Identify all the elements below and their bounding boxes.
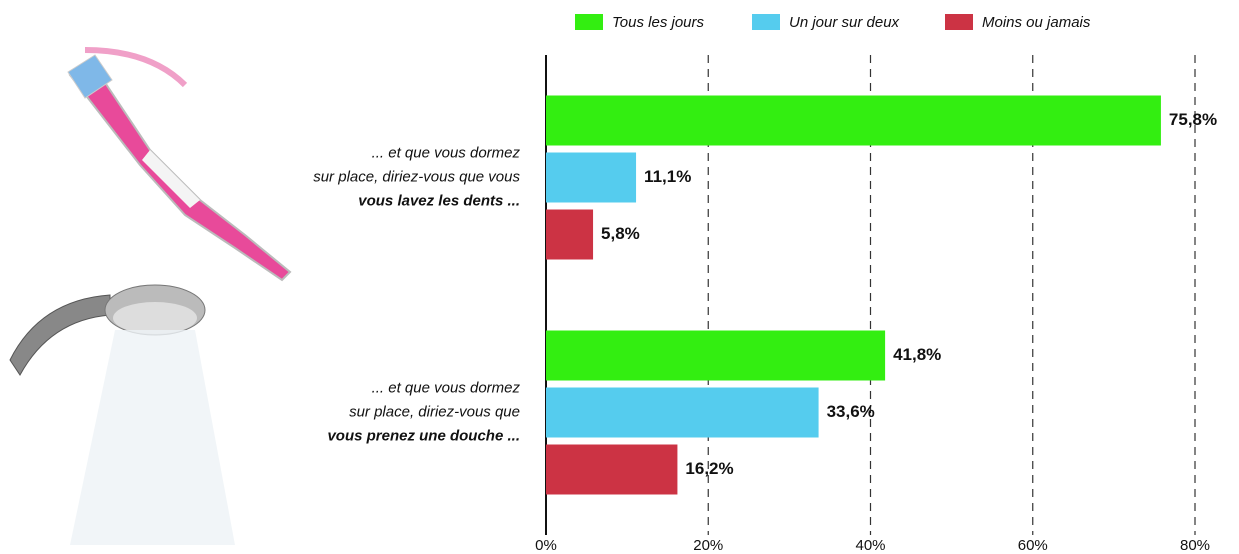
x-tick-label: 80% xyxy=(1180,537,1210,554)
legend-label: Tous les jours xyxy=(612,14,704,31)
category-line: sur place, diriez-vous que vous xyxy=(313,168,520,185)
legend-label: Un jour sur deux xyxy=(789,14,900,31)
bar xyxy=(546,444,678,495)
shower-illustration xyxy=(9,284,235,545)
x-tick-label: 20% xyxy=(693,537,723,554)
category-emphasis: vous prenez une douche ... xyxy=(327,427,520,444)
value-label: 16,2% xyxy=(685,459,733,478)
bar xyxy=(546,95,1161,146)
value-label: 5,8% xyxy=(601,224,640,243)
value-label: 41,8% xyxy=(893,345,941,364)
category-emphasis: vous lavez les dents ... xyxy=(358,192,520,209)
category-line: ... et que vous dormez xyxy=(372,144,521,161)
bar xyxy=(546,209,594,260)
value-label: 11,1% xyxy=(644,167,691,186)
x-tick-label: 40% xyxy=(855,537,885,554)
bar xyxy=(546,152,637,203)
value-label: 33,6% xyxy=(827,402,875,421)
bar xyxy=(546,387,819,438)
bar xyxy=(546,330,886,381)
category-label: ... et que vous dormez sur place, diriez-… xyxy=(327,379,520,444)
legend-swatch xyxy=(575,14,603,30)
x-tick-label: 60% xyxy=(1018,537,1048,554)
value-label: 75,8% xyxy=(1169,110,1217,129)
category-line: sur place, diriez-vous que xyxy=(349,403,520,420)
x-tick-label: 0% xyxy=(535,537,557,554)
toothbrush-illustration xyxy=(67,47,292,282)
legend-swatch xyxy=(945,14,973,30)
category-line: ... et que vous dormez xyxy=(372,379,521,396)
legend-swatch xyxy=(752,14,780,30)
legend-label: Moins ou jamais xyxy=(982,14,1091,31)
category-label: ... et que vous dormez sur place, diriez-… xyxy=(313,144,520,209)
